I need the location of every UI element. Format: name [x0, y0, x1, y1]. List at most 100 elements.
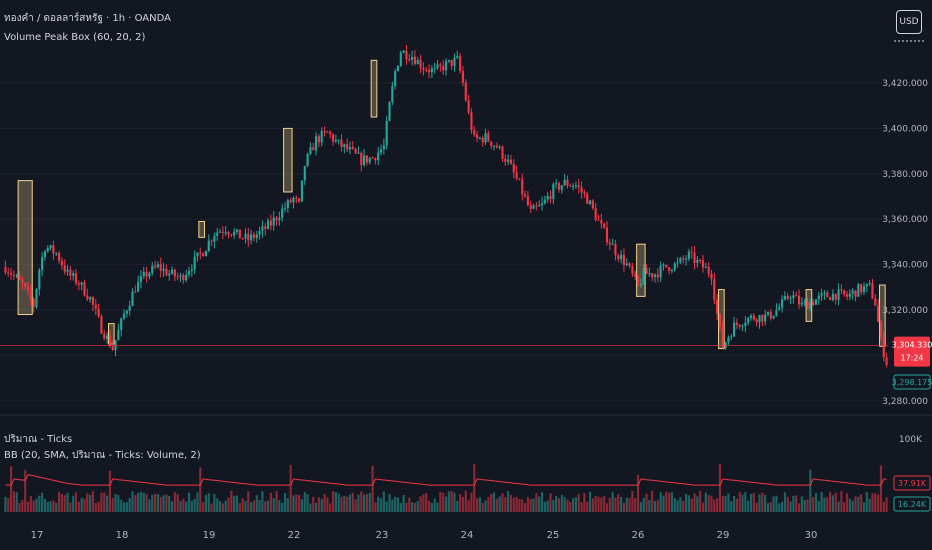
- volume-peak-box: [107, 323, 115, 345]
- volume-bar: [108, 470, 111, 512]
- price-tick-label: 3,380.000: [882, 170, 928, 180]
- volume-bar: [877, 494, 880, 512]
- volume-bar: [323, 494, 326, 512]
- candle-body: [29, 290, 32, 300]
- volume-bar: [41, 492, 44, 512]
- volume-bar: [823, 497, 826, 512]
- volume-peak-box: [879, 284, 886, 347]
- volume-bar: [529, 498, 532, 512]
- volume-bar: [707, 494, 710, 512]
- candle-body: [60, 260, 63, 266]
- candle-body: [442, 65, 445, 71]
- volume-bar: [577, 493, 580, 512]
- candle-body: [433, 68, 436, 70]
- candle-body: [388, 102, 391, 121]
- candle-body: [334, 139, 337, 142]
- candle-body: [289, 200, 292, 203]
- candle-body: [783, 295, 786, 300]
- volume-bar: [797, 503, 801, 512]
- volume-bar: [484, 500, 487, 512]
- volume-bar: [430, 502, 433, 512]
- volume-bar: [727, 493, 730, 512]
- candle-body: [684, 258, 688, 260]
- candle-body: [374, 158, 377, 161]
- candle-body: [546, 196, 549, 200]
- volume-bar: [193, 498, 196, 512]
- candle-body: [515, 172, 518, 179]
- volume-legend[interactable]: ปริมาณ - Ticks: [4, 434, 73, 445]
- volume-bar: [521, 499, 524, 512]
- volume-bar: [283, 492, 287, 512]
- volume-bar: [134, 495, 137, 512]
- symbol-title[interactable]: ทองคำ / ดอลลาร์สหรัฐ · 1h · OANDA: [4, 13, 171, 24]
- volume-bar: [603, 496, 606, 512]
- candle-body: [572, 186, 575, 188]
- volume-bar: [131, 491, 134, 512]
- candle-body: [662, 264, 665, 266]
- volume-bar: [761, 492, 764, 512]
- volume-bar: [786, 496, 789, 512]
- candle-body: [656, 274, 659, 278]
- volume-bar: [475, 498, 479, 512]
- time-axis[interactable]: 17 18 19 22 23 24 25 26 29 30: [31, 530, 818, 541]
- candle-body: [803, 301, 806, 303]
- volume-bar: [600, 497, 603, 512]
- candle-body: [156, 264, 159, 268]
- volume-bar: [879, 465, 883, 512]
- candle-body: [456, 56, 459, 58]
- time-tick-label: 25: [547, 530, 560, 541]
- candle-body: [605, 227, 609, 243]
- candle-body: [879, 321, 883, 338]
- candle-body: [58, 253, 61, 261]
- candle-body: [566, 179, 569, 186]
- volume-bar: [351, 492, 354, 512]
- volume-bar: [69, 502, 72, 512]
- volume-bar: [552, 500, 555, 512]
- volume-bar: [396, 497, 400, 512]
- volume-bar: [416, 501, 419, 512]
- candle-body: [792, 295, 795, 299]
- volume-bar: [738, 491, 741, 512]
- candle-body: [676, 262, 679, 264]
- candle-body: [46, 248, 49, 252]
- candle-body: [701, 260, 705, 268]
- time-tick-label: 30: [805, 530, 818, 541]
- bb-lower-tag-text: 16.24K: [898, 500, 927, 509]
- candle-body: [845, 294, 849, 297]
- currency-button[interactable]: USD: [896, 10, 922, 34]
- candle-body: [329, 131, 332, 135]
- candle-body: [862, 286, 866, 293]
- bb-legend[interactable]: BB (20, SMA, ปริมาณ - Ticks: Volume, 2): [4, 450, 201, 461]
- candle-body: [323, 131, 326, 133]
- candle-body: [343, 144, 346, 148]
- volume-bar: [611, 491, 614, 512]
- low-price-tag: [893, 374, 931, 390]
- candle-body: [391, 86, 394, 103]
- candle-body: [419, 59, 422, 68]
- candle-body: [151, 265, 154, 274]
- volume-bar: [676, 500, 679, 512]
- candle-body: [580, 187, 583, 193]
- volume-bar: [673, 498, 676, 512]
- volume-bar: [230, 490, 233, 512]
- price-axis[interactable]: 3,420.000 3,400.000 3,380.000 3,360.000 3,34…: [882, 79, 928, 407]
- candle-body: [74, 273, 78, 284]
- volume-bar: [72, 495, 75, 512]
- volume-bar: [625, 497, 628, 512]
- candle-body: [882, 337, 885, 358]
- grid-lines: [0, 82, 888, 402]
- candle-body: [690, 251, 693, 253]
- candle-body: [170, 269, 174, 274]
- volume-bar: [478, 497, 481, 512]
- volume-bar: [470, 492, 473, 512]
- candle-body: [639, 284, 642, 286]
- volume-bar: [538, 496, 541, 512]
- volume-bar: [315, 502, 318, 512]
- indicator-legend[interactable]: Volume Peak Box (60, 20, 2): [4, 32, 146, 43]
- volume-bar: [594, 495, 597, 512]
- candle-body: [693, 252, 696, 264]
- volume-bar: [252, 500, 256, 512]
- volume-peak-box: [370, 59, 378, 118]
- volume-bar: [665, 491, 668, 512]
